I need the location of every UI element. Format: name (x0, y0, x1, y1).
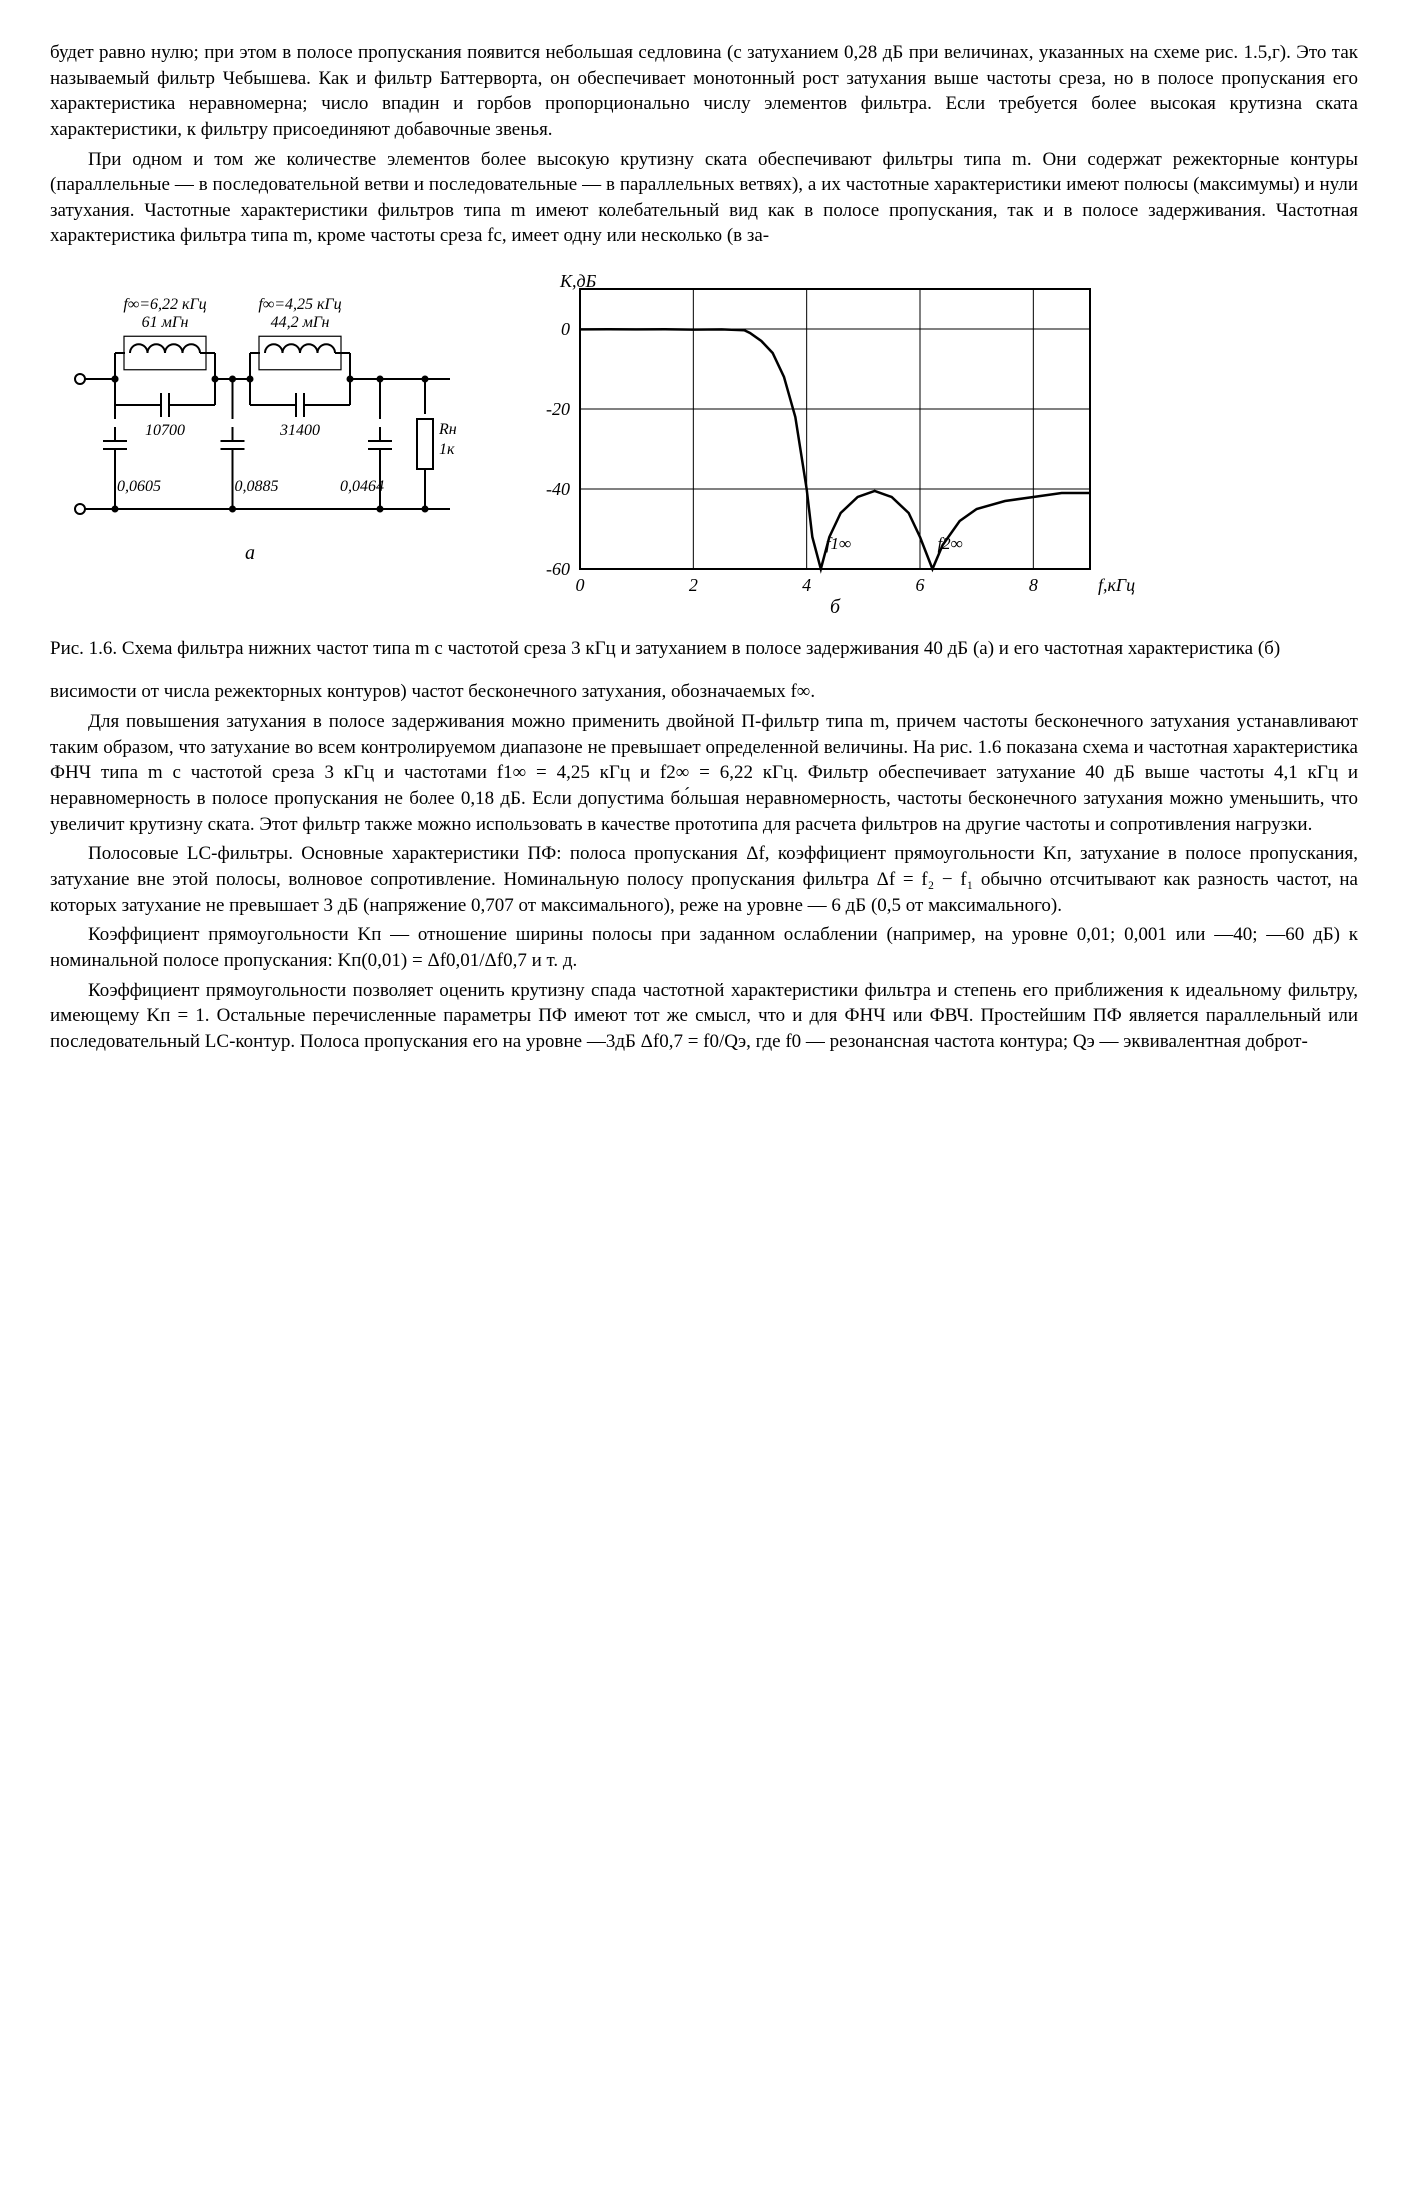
svg-text:-40: -40 (546, 479, 570, 499)
figure-caption: Рис. 1.6. Схема фильтра нижних частот ти… (50, 637, 1358, 662)
svg-text:8: 8 (1029, 575, 1038, 595)
svg-text:61 мГн: 61 мГн (142, 314, 189, 331)
body-paragraph: Полосовые LC-фильтры. Основные характери… (50, 841, 1358, 918)
svg-text:Rн: Rн (438, 421, 457, 438)
svg-text:0,0885: 0,0885 (235, 478, 279, 495)
chart-svg: 0 2 4 6 8 0 -20 -40 -60 K,дБ f,кГц f1∞ f2∞ б (510, 269, 1150, 619)
svg-text:1к: 1к (439, 441, 455, 458)
svg-text:а: а (245, 542, 255, 564)
svg-text:-60: -60 (546, 559, 570, 579)
svg-text:0,0464: 0,0464 (340, 478, 384, 495)
svg-text:f1∞: f1∞ (826, 534, 851, 553)
body-paragraph: Коэффициент прямоугольности Kп — отношен… (50, 922, 1358, 973)
body-paragraph: Коэффициент прямоугольности позволяет оц… (50, 978, 1358, 1055)
svg-text:f∞=4,25 кГц: f∞=4,25 кГц (258, 296, 341, 313)
svg-text:f∞=6,22 кГц: f∞=6,22 кГц (123, 296, 206, 313)
svg-text:f,кГц: f,кГц (1098, 575, 1135, 595)
svg-text:f2∞: f2∞ (937, 534, 962, 553)
svg-text:б: б (830, 596, 841, 618)
circuit-schematic: f∞=6,22 кГц61 мГн f∞=4,25 кГц44,2 мГн 1070… (50, 269, 480, 587)
svg-text:10700: 10700 (145, 422, 185, 439)
circuit-svg: f∞=6,22 кГц61 мГн f∞=4,25 кГц44,2 мГн 1070… (50, 269, 480, 579)
svg-text:-20: -20 (546, 399, 570, 419)
svg-text:0: 0 (561, 319, 570, 339)
svg-text:6: 6 (916, 575, 925, 595)
svg-text:4: 4 (802, 575, 811, 595)
body-paragraph: висимости от числа режекторных контуров)… (50, 679, 1358, 705)
body-paragraph: будет равно нулю; при этом в полосе проп… (50, 40, 1358, 143)
frequency-response-chart: 0 2 4 6 8 0 -20 -40 -60 K,дБ f,кГц f1∞ f2∞ б (510, 269, 1358, 627)
svg-text:44,2 мГн: 44,2 мГн (271, 314, 330, 331)
svg-text:31400: 31400 (279, 422, 320, 439)
figure-row: f∞=6,22 кГц61 мГн f∞=4,25 кГц44,2 мГн 1070… (50, 269, 1358, 627)
svg-text:K,дБ: K,дБ (559, 271, 597, 291)
svg-text:0: 0 (576, 575, 585, 595)
body-paragraph: При одном и том же количестве элементов … (50, 147, 1358, 250)
body-paragraph: Для повышения затухания в полосе задержи… (50, 709, 1358, 837)
svg-text:0,0605: 0,0605 (117, 478, 161, 495)
svg-text:2: 2 (689, 575, 698, 595)
